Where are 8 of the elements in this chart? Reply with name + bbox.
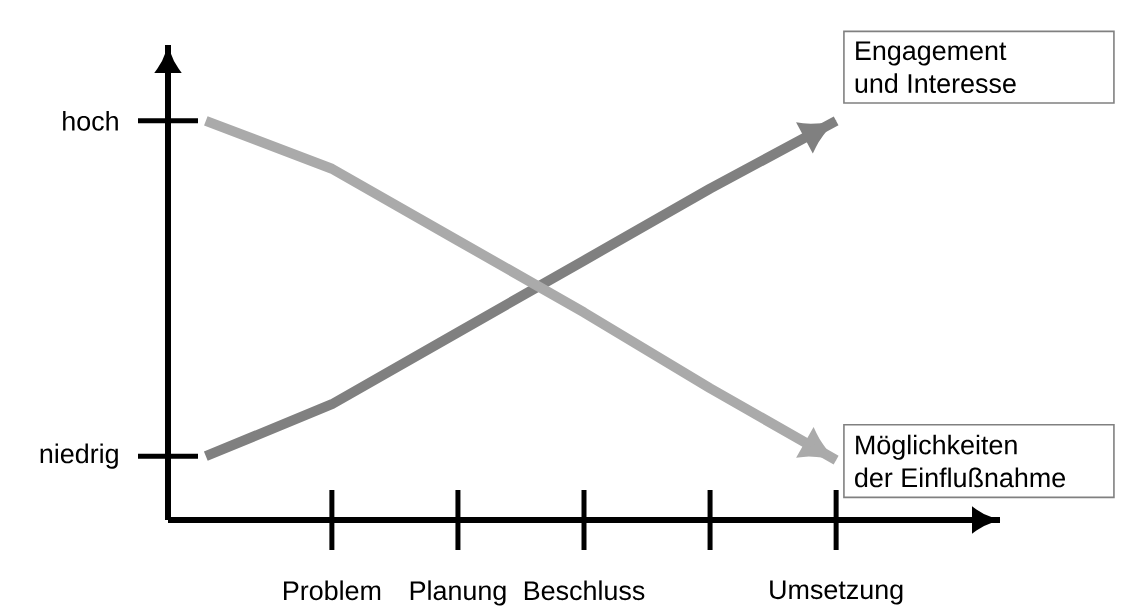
- series-label: Engagement und Interesse: [855, 41, 1016, 94]
- x-tick-label: Beschluss: [524, 580, 645, 601]
- text: niedrig: [40, 443, 118, 469]
- x-tick-label: Planung: [410, 580, 506, 606]
- x-tick-label: Umsetzung: [770, 580, 903, 605]
- x-tick-label: Problem: [284, 580, 381, 601]
- legend-label: Möglichkeiten der Einflußnahme: [855, 434, 1066, 488]
- text: hoch: [63, 110, 118, 131]
